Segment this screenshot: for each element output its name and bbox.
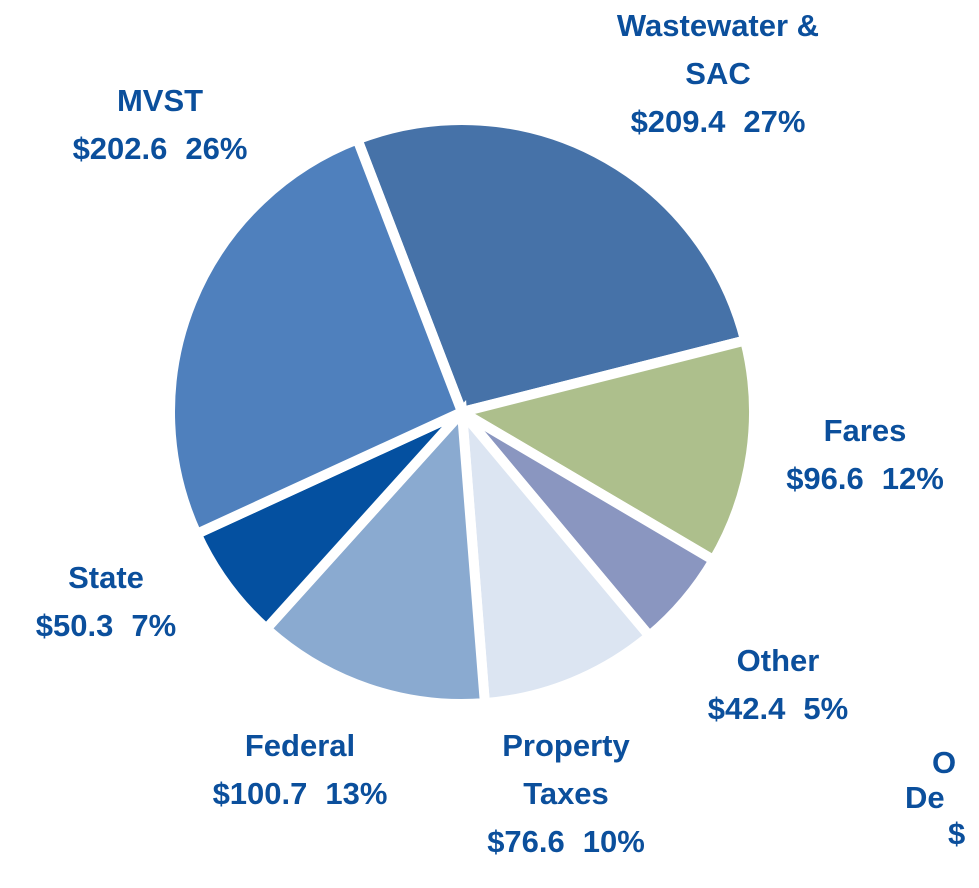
percent-label: 5% [803, 691, 848, 726]
slice-value: $202.6 26% [73, 131, 248, 166]
percent-label: 10% [583, 824, 645, 859]
slice-value: $76.6 10% [487, 824, 645, 859]
slice-label: Other [737, 643, 820, 678]
value-label: $76.6 [487, 824, 565, 859]
value-label: $42.4 [708, 691, 786, 726]
slice-value: $96.6 12% [786, 461, 944, 496]
pie-slice [165, 132, 469, 541]
slice-label: Fares [824, 413, 907, 448]
slice-value: $42.4 5% [708, 691, 848, 726]
annotation: O [932, 745, 956, 780]
percent-label: 26% [185, 131, 247, 166]
percent-label: 12% [882, 461, 944, 496]
value-label: $96.6 [786, 461, 864, 496]
slice-label: Federal [245, 728, 355, 763]
pie-slice [259, 400, 491, 709]
annotation: De [905, 780, 945, 815]
slice-value: $50.3 7% [36, 608, 176, 643]
pie-slice [350, 115, 752, 418]
slice-value: $100.7 13% [213, 776, 388, 811]
pie-slice [448, 334, 759, 567]
slice-label: Property Taxes [502, 728, 630, 811]
value-label: $100.7 [213, 776, 308, 811]
value-label: $209.4 [631, 104, 727, 139]
percent-label: 27% [743, 104, 805, 139]
pie-slice [455, 396, 657, 709]
slice-label: Wastewater & SAC [617, 8, 819, 91]
percent-label: 13% [325, 776, 387, 811]
slice-label: State [68, 560, 144, 595]
slice-value: $209.4 27% [631, 104, 806, 139]
value-label: $50.3 [36, 608, 114, 643]
value-label: $202.6 [73, 131, 168, 166]
percent-label: 7% [131, 608, 176, 643]
annotation: $ [948, 816, 965, 851]
slice-label: MVST [117, 83, 203, 118]
